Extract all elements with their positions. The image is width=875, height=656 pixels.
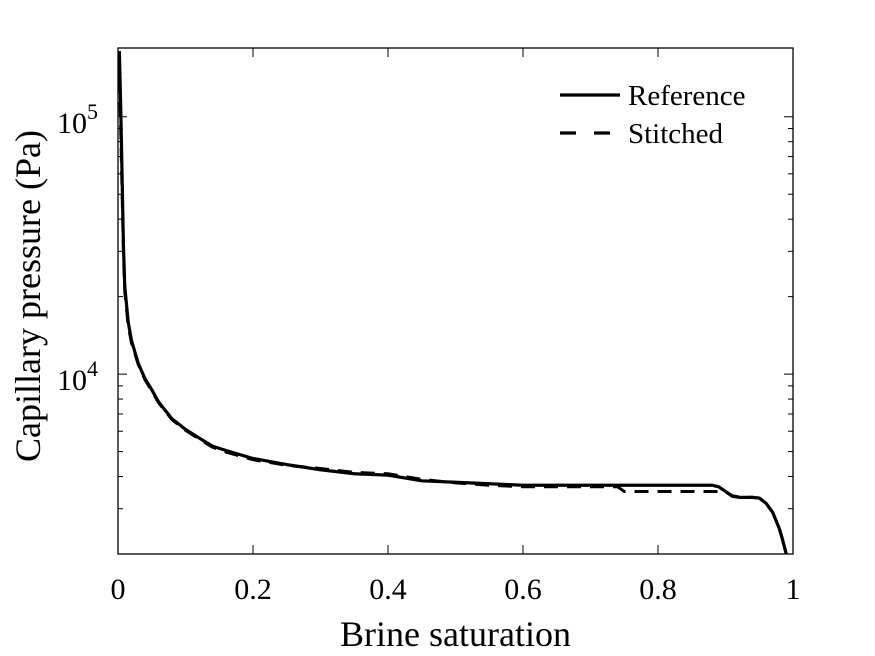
legend-item-stitched: Stitched <box>560 118 724 150</box>
legend-item-reference: Reference <box>560 80 746 112</box>
series-line-reference <box>118 51 788 554</box>
x-tick-label: 0 <box>111 573 126 606</box>
y-tick-label-base: 10 <box>57 364 87 397</box>
y-tick-label: 105 <box>57 99 98 140</box>
x-axis-title: Brine saturation <box>340 614 571 654</box>
x-tick-label: 1 <box>786 573 801 606</box>
x-tick-label: 0.6 <box>504 573 542 606</box>
x-tick-label: 0.2 <box>234 573 272 606</box>
y-tick-label-base: 10 <box>57 107 87 140</box>
y-axis-title: Capillary pressure (Pa) <box>8 130 48 462</box>
y-tick-label-exponent: 5 <box>87 99 98 124</box>
series-layer <box>118 51 788 554</box>
x-tick-label: 0.4 <box>369 573 407 606</box>
y-tick-label-exponent: 4 <box>87 356 98 381</box>
x-tick-label: 0.8 <box>639 573 677 606</box>
legend-label: Stitched <box>628 118 724 150</box>
legend: Reference Stitched <box>560 80 746 150</box>
axes-box <box>117 47 794 555</box>
legend-label: Reference <box>628 80 746 112</box>
y-tick-label: 104 <box>57 356 98 397</box>
